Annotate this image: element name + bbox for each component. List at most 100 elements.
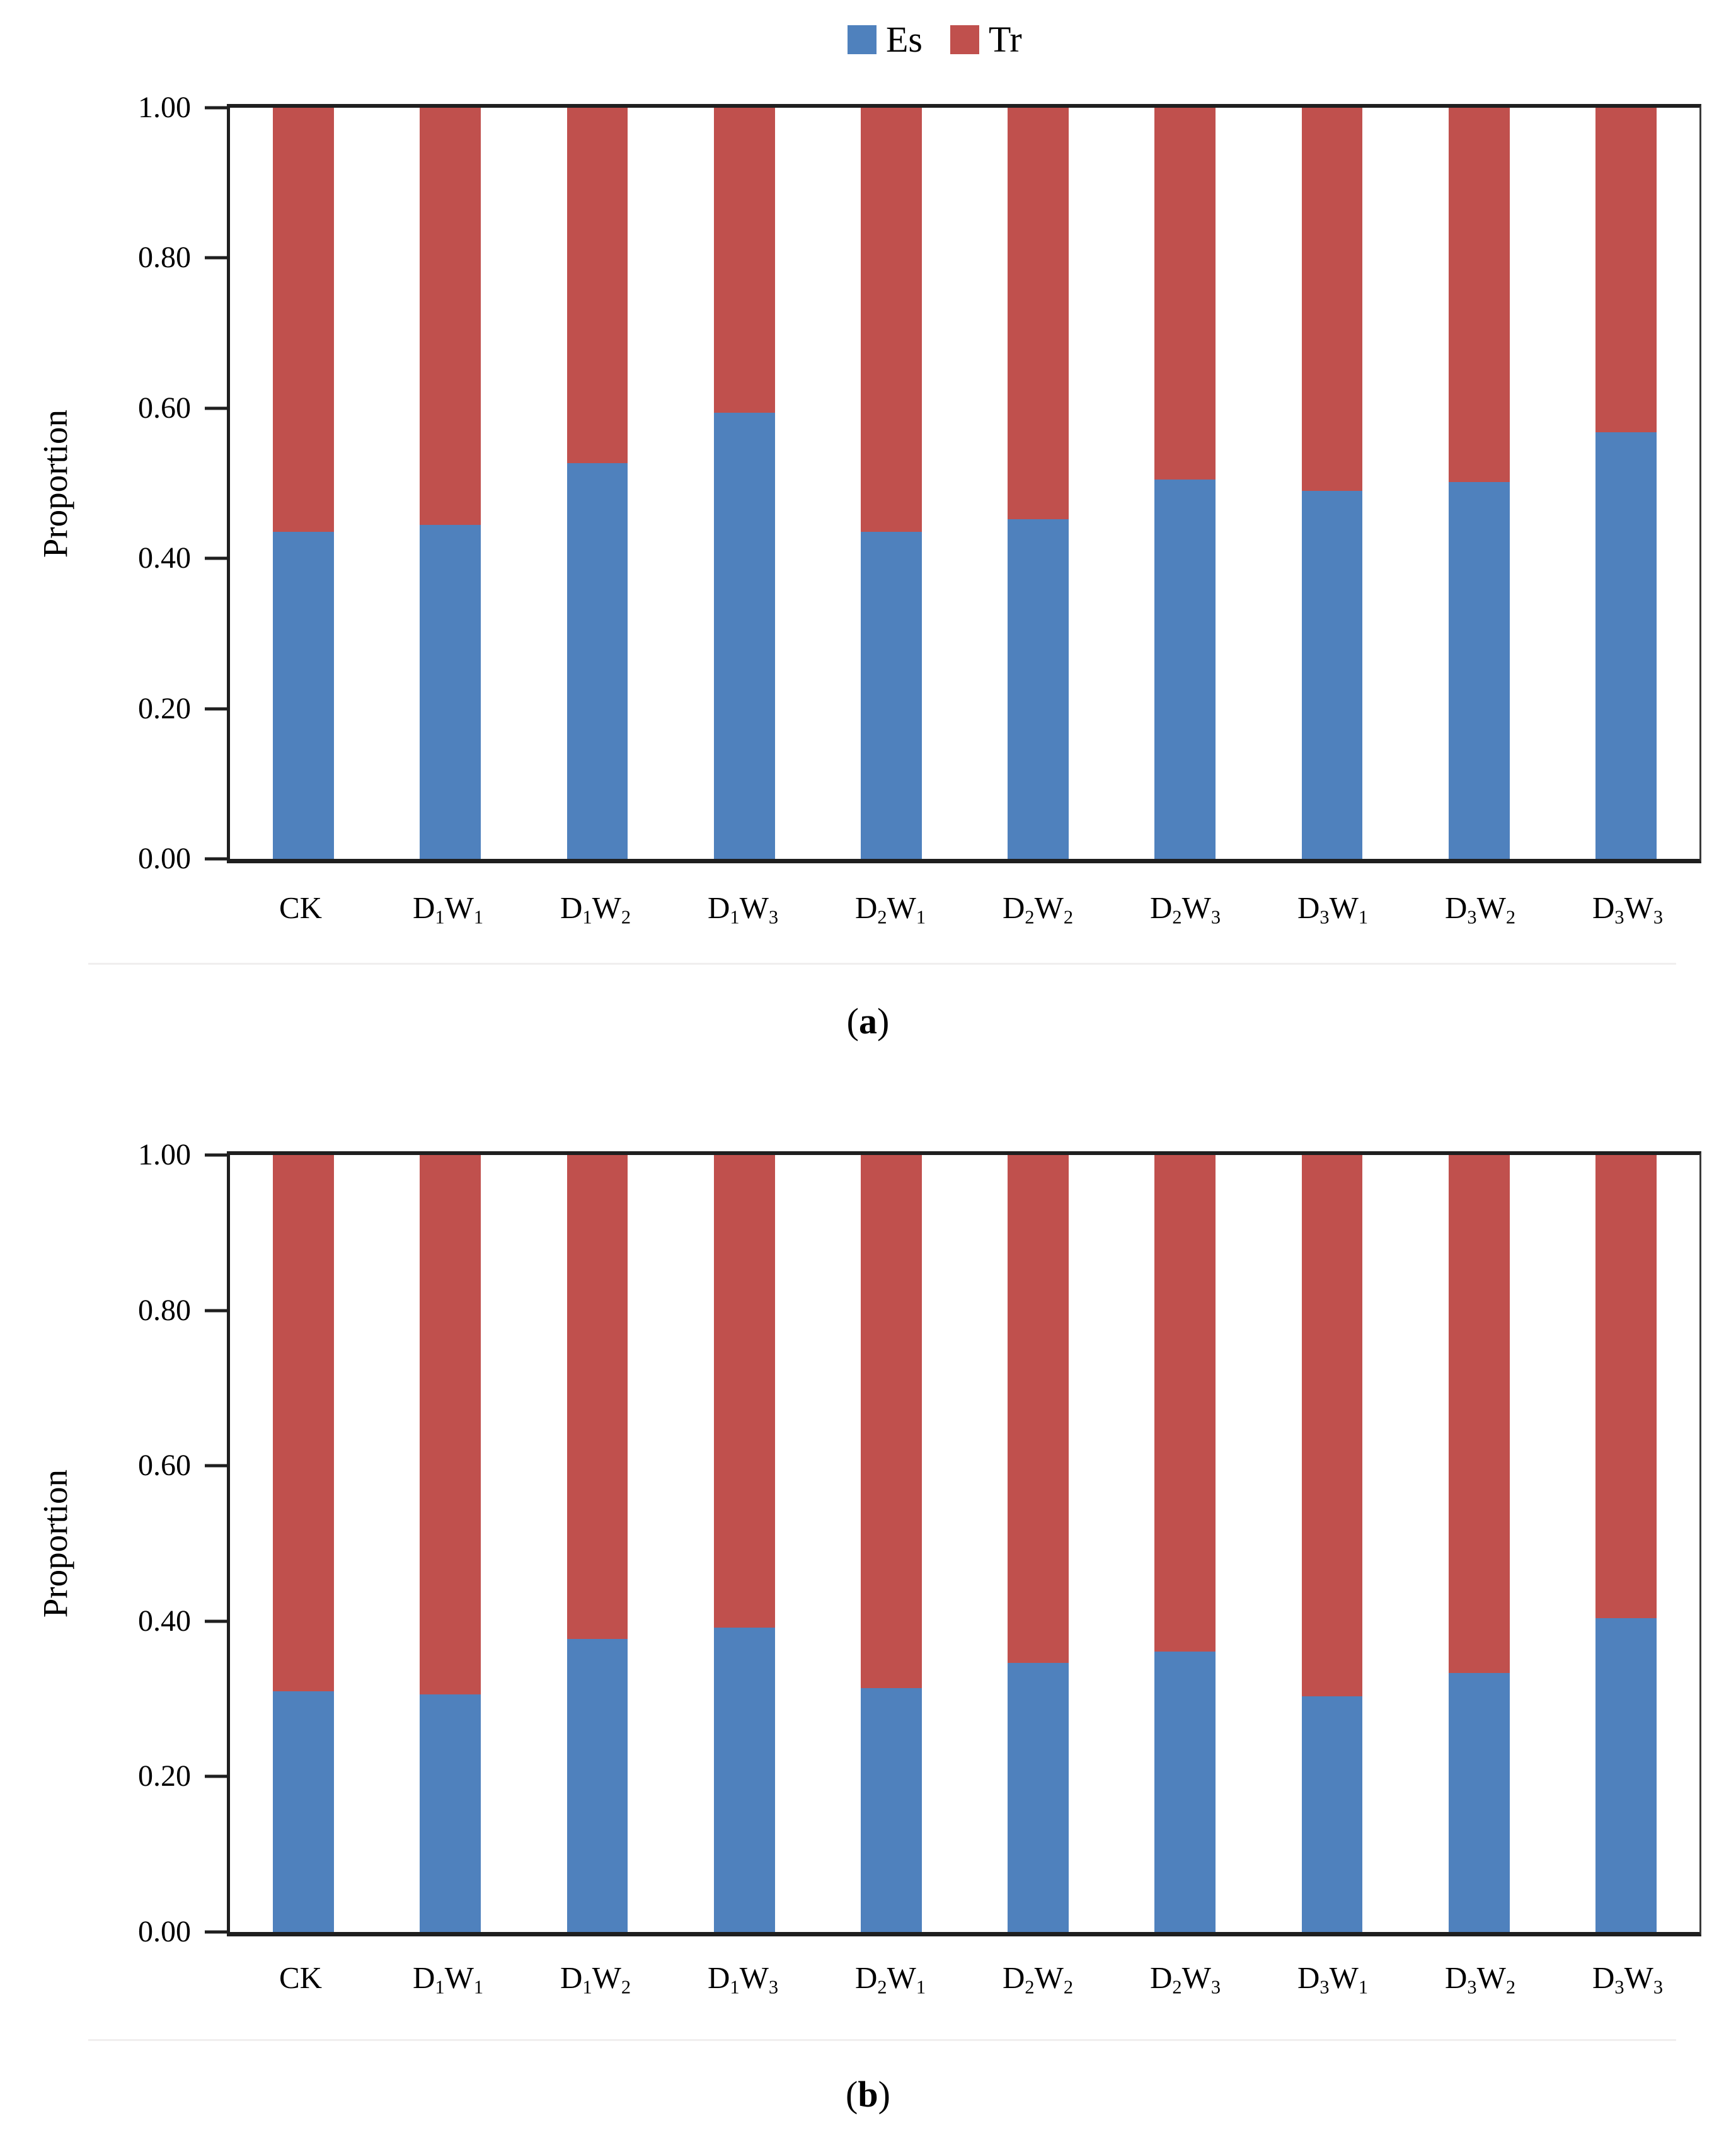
- bar-group: [1258, 1155, 1405, 1932]
- bar-segment-es: [861, 532, 922, 859]
- y-tick-label: 0.60: [138, 391, 191, 425]
- bar-segment-es: [1008, 519, 1069, 859]
- bar-group: [818, 108, 965, 859]
- legend-item-tr: Tr: [950, 21, 1022, 58]
- bar-group: [1406, 108, 1553, 859]
- bar-segment-es: [1154, 1651, 1216, 1932]
- x-tick-label: D3W2: [1444, 890, 1515, 928]
- y-axis-title-b: Proportion: [35, 1469, 74, 1618]
- stacked-bar: [861, 108, 922, 859]
- bar-segment-es: [1448, 1673, 1510, 1932]
- stacked-bar: [1595, 108, 1657, 859]
- legend-swatch-tr: [950, 25, 979, 54]
- x-tick-label: D1W1: [412, 1960, 483, 1998]
- y-tick-label: 0.40: [138, 1604, 191, 1638]
- stacked-bar: [273, 108, 334, 859]
- bar-segment-tr: [420, 1155, 481, 1694]
- y-tick-mark: [205, 707, 230, 711]
- y-tick-mark: [205, 857, 230, 861]
- panel-caption-b: (b): [846, 2074, 890, 2115]
- bar-segment-tr: [861, 108, 922, 532]
- bar-segment-tr: [1154, 1155, 1216, 1652]
- bar-group: [1553, 108, 1699, 859]
- stacked-bar: [1448, 108, 1510, 859]
- stacked-bar: [1301, 1155, 1363, 1932]
- x-tick-label: D1W2: [560, 890, 631, 928]
- stacked-bar: [1008, 1155, 1069, 1932]
- y-tick-mark: [205, 1309, 230, 1313]
- bar-group: [524, 108, 670, 859]
- x-tick-label: D2W2: [1002, 890, 1073, 928]
- stacked-bar: [566, 108, 628, 859]
- bar-segment-tr: [1595, 1155, 1657, 1618]
- y-tick-label: 0.20: [138, 691, 191, 725]
- bar-segment-es: [713, 1627, 775, 1932]
- stacked-bar: [1301, 108, 1363, 859]
- bar-segment-es: [1595, 1618, 1657, 1932]
- stacked-bar: [861, 1155, 922, 1932]
- section-divider: [88, 2039, 1676, 2041]
- y-tick-label: 0.20: [138, 1759, 191, 1793]
- bar-segment-tr: [713, 108, 775, 413]
- bar-segment-es: [273, 532, 334, 859]
- legend-label-es: Es: [886, 19, 923, 60]
- x-tick-label: D3W2: [1444, 1960, 1515, 1998]
- bar-segment-es: [420, 1694, 481, 1932]
- y-tick-mark: [205, 1930, 230, 1934]
- bar-group: [965, 1155, 1112, 1932]
- stacked-bar: [273, 1155, 334, 1932]
- bar-segment-es: [1154, 480, 1216, 859]
- bar-segment-tr: [1301, 108, 1363, 491]
- section-divider: [88, 963, 1676, 965]
- bar-segment-es: [420, 524, 481, 859]
- bar-segment-tr: [273, 108, 334, 532]
- y-tick-mark: [205, 1619, 230, 1623]
- bar-segment-es: [861, 1687, 922, 1932]
- x-tick-label: D2W1: [854, 1960, 926, 1998]
- bar-group: [671, 1155, 818, 1932]
- x-tick-label: D1W3: [707, 1960, 778, 1998]
- y-tick-label: 0.00: [138, 842, 191, 875]
- bar-segment-es: [273, 1691, 334, 1932]
- x-tick-label: D1W1: [412, 890, 483, 928]
- stacked-bar: [713, 1155, 775, 1932]
- y-tick-label: 0.60: [138, 1449, 191, 1483]
- bar-group: [818, 1155, 965, 1932]
- bar-group: [1112, 1155, 1258, 1932]
- bar-group: [230, 1155, 377, 1932]
- bar-segment-tr: [1008, 108, 1069, 520]
- x-tick-label: D3W3: [1592, 890, 1663, 928]
- stacked-bar: [1008, 108, 1069, 859]
- bar-segment-es: [1301, 1696, 1363, 1932]
- legend-swatch-es: [848, 25, 877, 54]
- x-tick-label: D2W3: [1149, 890, 1221, 928]
- x-axis-labels-a: CK D1W1 D1W2 D1W3 D2W1 D2W2 D2W3 D3W1 D3W2 D3W3: [227, 891, 1701, 941]
- x-tick-label: D3W3: [1592, 1960, 1663, 1998]
- bar-group: [671, 108, 818, 859]
- x-tick-label: D3W1: [1297, 890, 1368, 928]
- stacked-bar: [1448, 1155, 1510, 1932]
- bar-segment-tr: [1301, 1155, 1363, 1697]
- bar-segment-tr: [566, 108, 628, 463]
- stacked-bar: [420, 1155, 481, 1932]
- y-tick-mark: [205, 1774, 230, 1778]
- panel-caption-a: (a): [846, 1001, 890, 1042]
- bar-segment-tr: [1448, 108, 1510, 482]
- bar-group: [1258, 108, 1405, 859]
- bar-segment-es: [566, 1639, 628, 1932]
- plot-area-b: 0.00 0.20 0.40 0.60 0.80 1.00: [138, 1140, 1701, 1947]
- bar-segment-es: [1301, 490, 1363, 859]
- bar-segment-es: [566, 463, 628, 859]
- stacked-bar: [566, 1155, 628, 1932]
- y-tick-mark: [205, 1464, 230, 1468]
- x-tick-label: D2W2: [1002, 1960, 1073, 1998]
- bar-segment-tr: [1008, 1155, 1069, 1664]
- y-tick-label: 0.40: [138, 541, 191, 575]
- bar-group: [524, 1155, 670, 1932]
- bar-segment-tr: [713, 1155, 775, 1628]
- y-tick-label: 1.00: [138, 1138, 191, 1171]
- stacked-bar: [713, 108, 775, 859]
- bar-segment-tr: [861, 1155, 922, 1688]
- x-tick-label: D1W2: [560, 1960, 631, 1998]
